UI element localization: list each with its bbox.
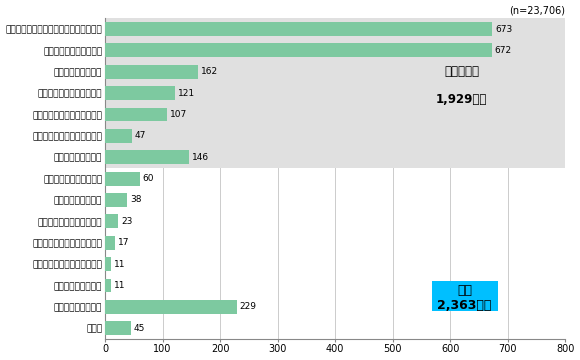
Bar bbox=[105, 257, 111, 271]
Text: (n=23,706): (n=23,706) bbox=[509, 5, 566, 15]
Text: 60: 60 bbox=[143, 174, 154, 183]
Text: 107: 107 bbox=[169, 110, 187, 119]
Bar bbox=[105, 193, 127, 207]
Text: 162: 162 bbox=[201, 67, 218, 76]
Bar bbox=[105, 236, 115, 250]
Bar bbox=[105, 172, 140, 185]
Bar bbox=[105, 44, 492, 57]
Text: 229: 229 bbox=[240, 302, 257, 311]
Text: 121: 121 bbox=[177, 89, 195, 98]
Text: 673: 673 bbox=[495, 24, 512, 33]
Text: 2,363億円: 2,363億円 bbox=[437, 299, 492, 312]
Text: 47: 47 bbox=[135, 131, 146, 140]
FancyBboxPatch shape bbox=[432, 281, 498, 311]
Bar bbox=[105, 215, 118, 228]
Text: 11: 11 bbox=[114, 281, 126, 290]
Bar bbox=[105, 86, 175, 100]
Bar bbox=[105, 18, 566, 168]
Text: 合計: 合計 bbox=[457, 284, 472, 297]
Text: 国内事業者: 国内事業者 bbox=[444, 65, 479, 78]
Text: 23: 23 bbox=[121, 217, 133, 226]
Text: 38: 38 bbox=[130, 195, 142, 204]
Text: 11: 11 bbox=[114, 260, 126, 269]
Bar bbox=[105, 279, 111, 292]
Text: 146: 146 bbox=[192, 153, 209, 162]
Bar bbox=[105, 300, 237, 314]
Bar bbox=[105, 65, 198, 79]
Bar bbox=[105, 108, 166, 121]
Bar bbox=[105, 321, 131, 335]
Bar bbox=[105, 129, 132, 143]
Text: 672: 672 bbox=[495, 46, 512, 55]
Bar bbox=[105, 22, 492, 36]
Text: 1,929億円: 1,929億円 bbox=[436, 93, 487, 106]
Text: 45: 45 bbox=[134, 324, 145, 333]
Text: 17: 17 bbox=[118, 238, 129, 247]
Bar bbox=[105, 150, 189, 164]
